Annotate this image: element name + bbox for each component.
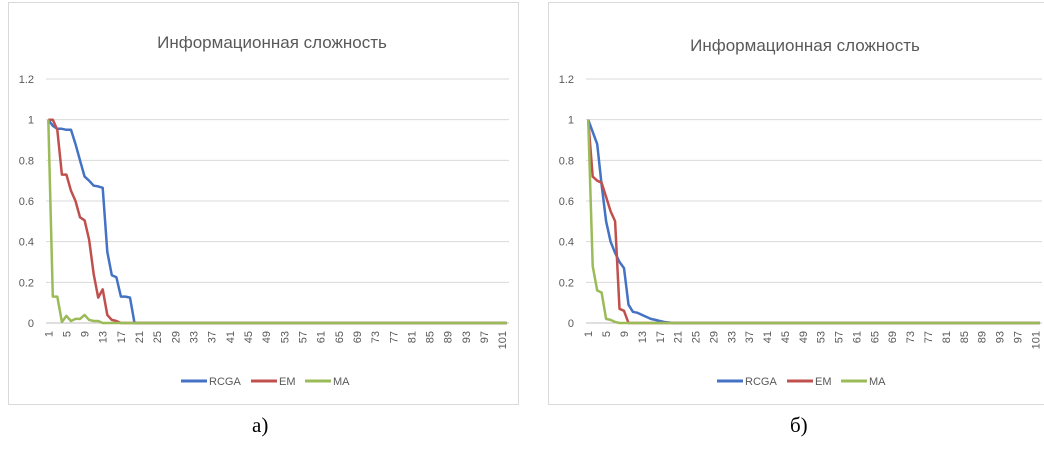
x-tick-label: 49: [261, 331, 273, 343]
x-tick-label: 97: [1012, 331, 1024, 343]
x-tick-label: 69: [887, 331, 899, 343]
x-tick-label: 37: [744, 331, 756, 343]
x-tick-label: 13: [98, 331, 110, 343]
chart-b-svg: Информационная сложность 0 0.2 0.4 0.6 0.8 1 1.…: [559, 36, 1043, 388]
x-tick-label: 57: [834, 331, 846, 343]
y-tick-label: 0: [28, 318, 34, 330]
x-tick-label: 41: [762, 331, 774, 343]
x-tick-label: 101: [497, 331, 509, 349]
y-tick-label: 0.8: [559, 155, 574, 167]
x-tick-label: 37: [207, 331, 219, 343]
x-tick-label: 1: [583, 331, 595, 337]
y-tick-label: 1.2: [559, 74, 574, 86]
x-tick-label: 85: [959, 331, 971, 343]
legend-label: RCGA: [745, 376, 777, 388]
x-tick-label: 5: [601, 331, 613, 337]
x-tick-label: 29: [170, 331, 182, 343]
x-tick-label: 81: [941, 331, 953, 343]
x-tick-label: 57: [297, 331, 309, 343]
x-tick-label: 53: [816, 331, 828, 343]
panel-label-a: а): [252, 413, 269, 437]
x-tick-label: 61: [851, 331, 863, 343]
y-tick-label: 0.2: [559, 277, 574, 289]
x-tick-label: 93: [995, 331, 1007, 343]
x-tick-label: 65: [334, 331, 346, 343]
x-tick-label: 25: [691, 331, 703, 343]
x-tick-label: 41: [225, 331, 237, 343]
y-tick-label: 0.8: [19, 155, 34, 167]
legend-label: EM: [815, 376, 832, 388]
y-tick-label: 1: [568, 115, 574, 127]
x-tick-label: 49: [798, 331, 810, 343]
series-line-rcga: [47, 118, 507, 325]
y-tick-label: 0.4: [19, 237, 34, 249]
y-tick-label: 0.6: [559, 196, 574, 208]
y-tick-label: 0.4: [559, 237, 574, 249]
x-tick-label: 93: [461, 331, 473, 343]
x-tick-label: 29: [708, 331, 720, 343]
x-tick-label: 5: [61, 331, 73, 337]
x-tick-label: 13: [637, 331, 649, 343]
chart-panel-a: Информационная сложность 0 0.2 0.4 0.6 0.8 1 1.…: [8, 2, 519, 405]
x-tick-label: 1: [43, 331, 55, 337]
x-tick-label: 77: [923, 331, 935, 343]
x-tick-label: 85: [425, 331, 437, 343]
chart-title: Информационная сложность: [157, 33, 387, 52]
x-tick-label: 45: [243, 331, 255, 343]
x-tick-label: 17: [116, 331, 128, 343]
x-tick-label: 25: [152, 331, 164, 343]
x-tick-label: 69: [352, 331, 364, 343]
chart-a-svg: Информационная сложность 0 0.2 0.4 0.6 0.8 1 1.…: [19, 33, 509, 388]
x-tick-label: 81: [406, 331, 418, 343]
y-tick-label: 0.2: [19, 277, 34, 289]
x-tick-label: 21: [134, 331, 146, 343]
series-line-em: [48, 118, 507, 325]
x-tick-label: 53: [279, 331, 291, 343]
x-tick-label: 77: [388, 331, 400, 343]
y-tick-label: 0: [568, 318, 574, 330]
series-line-ma: [47, 119, 507, 325]
legend-label: MA: [869, 376, 886, 388]
y-tick-label: 1.2: [19, 74, 34, 86]
x-tick-label: 97: [479, 331, 491, 343]
x-tick-label: 21: [673, 331, 685, 343]
y-tick-label: 1: [28, 115, 34, 127]
chart-title: Информационная сложность: [690, 36, 920, 55]
x-tick-label: 33: [726, 331, 738, 343]
x-tick-label: 33: [189, 331, 201, 343]
x-tick-label: 101: [1030, 331, 1042, 349]
x-tick-label: 61: [316, 331, 328, 343]
x-tick-label: 45: [780, 331, 792, 343]
legend-label: RCGA: [209, 376, 241, 388]
x-tick-label: 17: [655, 331, 667, 343]
x-tick-label: 9: [80, 331, 92, 337]
y-tick-label: 0.6: [19, 196, 34, 208]
panel-label-b: б): [790, 413, 808, 437]
series-line-rcga: [587, 119, 1040, 325]
x-tick-label: 73: [905, 331, 917, 343]
series-line-em: [586, 119, 1040, 325]
x-tick-label: 65: [869, 331, 881, 343]
series-line-ma: [586, 119, 1040, 325]
x-tick-label: 9: [619, 331, 631, 337]
x-tick-label: 73: [370, 331, 382, 343]
x-tick-label: 89: [443, 331, 455, 343]
legend-label: EM: [279, 376, 296, 388]
chart-panel-b: Информационная сложность 0 0.2 0.4 0.6 0.8 1 1.…: [548, 2, 1044, 405]
x-tick-label: 89: [977, 331, 989, 343]
legend-label: MA: [333, 376, 350, 388]
